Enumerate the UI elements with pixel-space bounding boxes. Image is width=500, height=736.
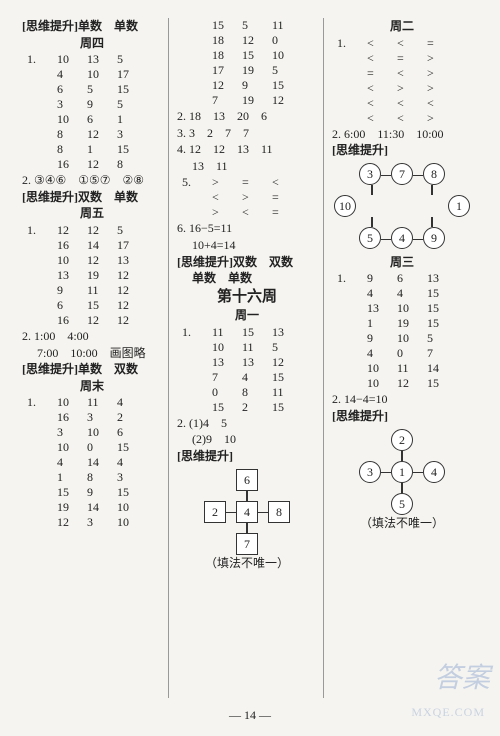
node-top: 2 bbox=[391, 429, 413, 451]
column-3: 周二 1.<<= <=> =<> <>> <<< <<> 2. 6:00 11:… bbox=[332, 18, 478, 698]
node-mid: 1 bbox=[391, 461, 413, 483]
node-1: 1 bbox=[448, 195, 470, 217]
label: [思维提升]单数 单数 bbox=[22, 19, 162, 35]
q6a: 6. 16−5=11 bbox=[177, 221, 317, 237]
label: [思维提升] bbox=[332, 143, 472, 159]
label: 单数 单数 bbox=[177, 271, 317, 287]
heading-week16: 第十六周 bbox=[177, 288, 317, 308]
label: [思维提升]双数 双数 bbox=[177, 255, 317, 271]
q2: 2. 18 13 20 6 bbox=[177, 109, 317, 125]
q4a: 2. 1:00 4:00 bbox=[22, 329, 162, 345]
circle-diagram: 2 314 5 bbox=[332, 429, 472, 515]
q4a: 4. 12 12 13 11 bbox=[177, 142, 317, 158]
square-diagram: 6 248 7 bbox=[177, 469, 317, 555]
label: [思维提升]单数 双数 bbox=[22, 362, 162, 378]
q4b: 13 11 bbox=[177, 159, 317, 175]
column-2: 15511 18120 181510 17195 12915 71912 2. … bbox=[177, 18, 324, 698]
q2-2: (2)9 10 bbox=[177, 432, 317, 448]
table-q1b: 1.9613 4415 131015 11915 9105 407 101114… bbox=[332, 271, 452, 391]
q6b: 10+4=14 bbox=[177, 238, 317, 254]
node-left: 2 bbox=[204, 501, 226, 523]
table-top: 15511 18120 181510 17195 12915 71912 bbox=[177, 18, 297, 108]
table-q1: 1.10135 41017 6515 395 1061 8123 8115 16… bbox=[22, 52, 142, 172]
q3: 3. 3 2 7 7 bbox=[177, 126, 317, 142]
column-1: [思维提升]单数 单数 周四 1.10135 41017 6515 395 10… bbox=[22, 18, 169, 698]
table-q5: 1.10114 1632 3106 10015 4144 183 15915 1… bbox=[22, 395, 142, 530]
circle-graph: 378 10 1 549 bbox=[332, 163, 472, 249]
node-right: 4 bbox=[423, 461, 445, 483]
label: [思维提升] bbox=[332, 409, 472, 425]
heading-zhouwu: 周五 bbox=[22, 206, 162, 222]
node-bot: 7 bbox=[236, 533, 258, 555]
label: [思维提升] bbox=[177, 449, 317, 465]
page-number: — 14 — bbox=[0, 708, 500, 723]
node-right: 8 bbox=[268, 501, 290, 523]
node-5: 5 bbox=[359, 227, 381, 249]
node-10: 10 bbox=[334, 195, 356, 217]
heading-zhouyi: 周一 bbox=[177, 308, 317, 324]
heading-zhousan: 周三 bbox=[332, 255, 472, 271]
heading-zhoumo: 周末 bbox=[22, 379, 162, 395]
table-q1: 1.111513 10115 131312 7415 0811 15215 bbox=[177, 325, 297, 415]
q2-1: 2. (1)4 5 bbox=[177, 416, 317, 432]
node-8: 8 bbox=[423, 163, 445, 185]
table-q1: 1.<<= <=> =<> <>> <<< <<> bbox=[332, 36, 452, 126]
node-9: 9 bbox=[423, 227, 445, 249]
heading-zhousi: 周四 bbox=[22, 36, 162, 52]
node-bot: 5 bbox=[391, 493, 413, 515]
table-q3: 1.12125 161417 101213 131912 91112 61512… bbox=[22, 223, 142, 328]
q4b: 7:00 10:00 画图略 bbox=[22, 346, 162, 362]
note: （填法不唯一） bbox=[177, 556, 317, 572]
node-left: 3 bbox=[359, 461, 381, 483]
label: [思维提升]双数 单数 bbox=[22, 190, 162, 206]
node-3: 3 bbox=[359, 163, 381, 185]
q2: 2. 6:00 11:30 10:00 bbox=[332, 127, 472, 143]
q2: 2. ③④⑥ ①⑤⑦ ②⑧ bbox=[22, 173, 162, 189]
node-7: 7 bbox=[391, 163, 413, 185]
note: （填法不唯一） bbox=[332, 516, 472, 532]
heading-zhouer: 周二 bbox=[332, 19, 472, 35]
node-top: 6 bbox=[236, 469, 258, 491]
node-mid: 4 bbox=[236, 501, 258, 523]
table-q5: 5.>=< <>= ><= bbox=[177, 175, 297, 220]
node-4: 4 bbox=[391, 227, 413, 249]
q2b: 2. 14−4=10 bbox=[332, 392, 472, 408]
